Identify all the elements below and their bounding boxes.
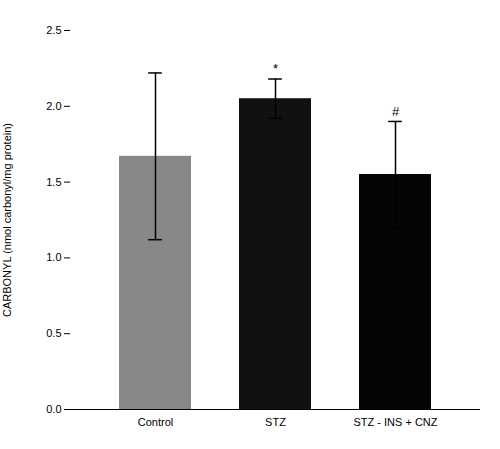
svg-text:1.5: 1.5 [46,176,61,188]
svg-text:STZ: STZ [265,416,286,428]
svg-text:#: # [392,104,400,119]
svg-text:2.0: 2.0 [46,100,61,112]
svg-text:0.0: 0.0 [46,403,61,415]
svg-text:*: * [273,61,278,76]
svg-text:2.5: 2.5 [46,24,61,36]
svg-text:CARBONYL (nmol carbonyl/mg pro: CARBONYL (nmol carbonyl/mg protein) [1,123,13,317]
svg-text:0.5: 0.5 [46,327,61,339]
svg-text:Control: Control [138,416,173,428]
svg-text:1.0: 1.0 [46,251,61,263]
svg-text:STZ - INS + CNZ: STZ - INS + CNZ [353,416,437,428]
